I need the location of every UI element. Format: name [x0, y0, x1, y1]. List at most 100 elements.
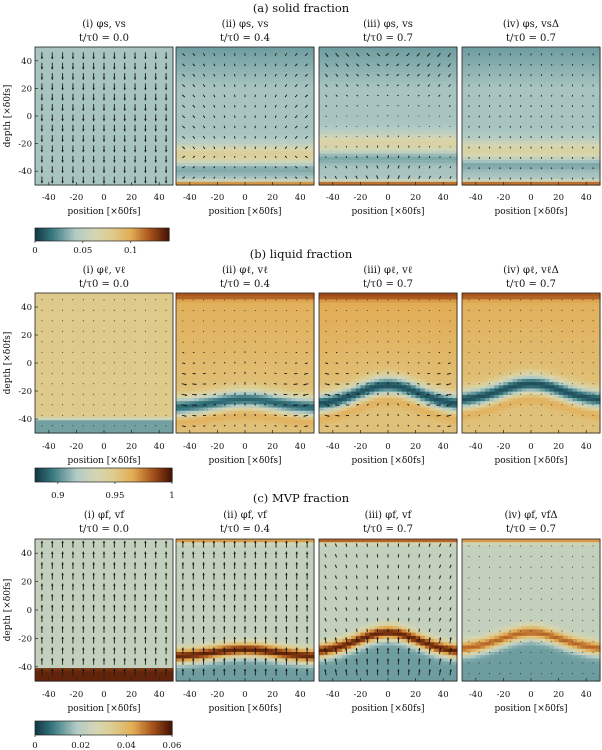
- heatmap-cell: [194, 59, 200, 64]
- heatmap-cell: [76, 100, 82, 105]
- heatmap-cell: [127, 68, 133, 73]
- heatmap-cell: [176, 90, 182, 95]
- heatmap-cell: [194, 112, 200, 117]
- heatmap-cell: [113, 68, 119, 73]
- velocity-arrow-head: [102, 118, 106, 122]
- heatmap-cell: [131, 159, 137, 164]
- heatmap-cell: [48, 84, 54, 89]
- heatmap-cell: [231, 90, 237, 95]
- heatmap-cell: [268, 166, 274, 170]
- heatmap-cell: [71, 172, 77, 177]
- velocity-arrow-head: [113, 170, 116, 173]
- heatmap-cell: [272, 122, 278, 127]
- heatmap-cell: [150, 50, 156, 54]
- heatmap-cell: [71, 144, 77, 148]
- heatmap-cell: [145, 50, 151, 54]
- heatmap-cell: [71, 169, 77, 174]
- heatmap-cell: [39, 59, 45, 64]
- heatmap-cell: [62, 169, 68, 174]
- heatmap-cell: [268, 68, 274, 73]
- heatmap-cell: [76, 178, 82, 183]
- heatmap-cell: [281, 59, 287, 64]
- heatmap-cell: [180, 112, 186, 117]
- heatmap-cell: [272, 90, 278, 95]
- heatmap-cell: [108, 81, 114, 86]
- heatmap-cell: [268, 159, 274, 164]
- heatmap-cell: [231, 144, 237, 148]
- heatmap-cell: [44, 78, 50, 83]
- heatmap-cell: [295, 100, 301, 105]
- heatmap-cell: [154, 94, 160, 98]
- velocity-arrow-head: [102, 98, 106, 101]
- velocity-arrow-head: [82, 181, 85, 184]
- heatmap-cell: [240, 147, 246, 152]
- heatmap-cell: [168, 112, 174, 117]
- heatmap-cell: [226, 109, 232, 114]
- heatmap-cell: [217, 106, 223, 111]
- velocity-arrow-head: [144, 170, 147, 173]
- heatmap-cell: [39, 100, 45, 105]
- velocity-arrow-head: [183, 137, 185, 139]
- heatmap-cell: [122, 50, 128, 54]
- heatmap-cell: [150, 163, 156, 167]
- heatmap-cell: [281, 134, 287, 139]
- heatmap-cell: [199, 181, 205, 186]
- heatmap-cell: [212, 153, 218, 158]
- heatmap-cell: [117, 172, 123, 177]
- x-tick-label: -20: [70, 193, 84, 203]
- heatmap-cell: [185, 175, 191, 180]
- heatmap-cell: [150, 53, 156, 58]
- heatmap-cell: [291, 59, 297, 64]
- heatmap-cell: [117, 122, 123, 127]
- heatmap-cell: [62, 128, 68, 133]
- heatmap-cell: [140, 90, 146, 95]
- heatmap-cell: [150, 131, 156, 136]
- heatmap-cell: [263, 94, 269, 98]
- heatmap-cell: [145, 175, 151, 180]
- heatmap-cell: [104, 100, 110, 105]
- heatmap-cell: [185, 103, 191, 108]
- heatmap-cell: [235, 53, 241, 58]
- heatmap-cell: [231, 156, 237, 161]
- heatmap-cell: [235, 163, 241, 167]
- velocity-arrow-head: [214, 116, 215, 118]
- heatmap-cell: [94, 103, 100, 108]
- heatmap-cell: [136, 147, 142, 152]
- heatmap-cell: [189, 150, 195, 155]
- heatmap-cell: [304, 125, 310, 130]
- heatmap-cell: [108, 116, 114, 120]
- heatmap-cell: [48, 134, 54, 139]
- heatmap-cell: [263, 109, 269, 114]
- heatmap-cell: [140, 116, 146, 120]
- velocity-arrow-head: [214, 176, 215, 178]
- heatmap-cell: [272, 97, 278, 101]
- velocity-arrow-head: [61, 56, 64, 60]
- heatmap-cell: [222, 78, 228, 83]
- heatmap-cell: [104, 122, 110, 127]
- heatmap-cell: [235, 137, 241, 142]
- heatmap-cell: [35, 147, 41, 152]
- heatmap-cell: [231, 62, 237, 67]
- velocity-arrow-head: [193, 64, 195, 67]
- heatmap-cell: [194, 137, 200, 142]
- heatmap-cell: [231, 109, 237, 114]
- velocity-arrow-head: [40, 170, 44, 173]
- heatmap-cell: [99, 109, 105, 114]
- heatmap-cell: [168, 50, 174, 54]
- heatmap-cell: [44, 94, 50, 98]
- heatmap-cell: [35, 131, 41, 136]
- heatmap-cell: [217, 68, 223, 73]
- heatmap-cell: [71, 116, 77, 120]
- heatmap-cell: [245, 119, 251, 123]
- heatmap-cell: [254, 181, 260, 186]
- heatmap-cell: [99, 178, 105, 183]
- heatmap-cell: [286, 122, 292, 127]
- heatmap-cell: [254, 56, 260, 61]
- heatmap-cell: [150, 147, 156, 152]
- heatmap-cell: [189, 94, 195, 98]
- heatmap-cell: [309, 163, 315, 167]
- heatmap-cell: [286, 84, 292, 89]
- heatmap-cell: [300, 112, 306, 117]
- heatmap-cell: [99, 112, 105, 117]
- heatmap-cell: [159, 84, 165, 89]
